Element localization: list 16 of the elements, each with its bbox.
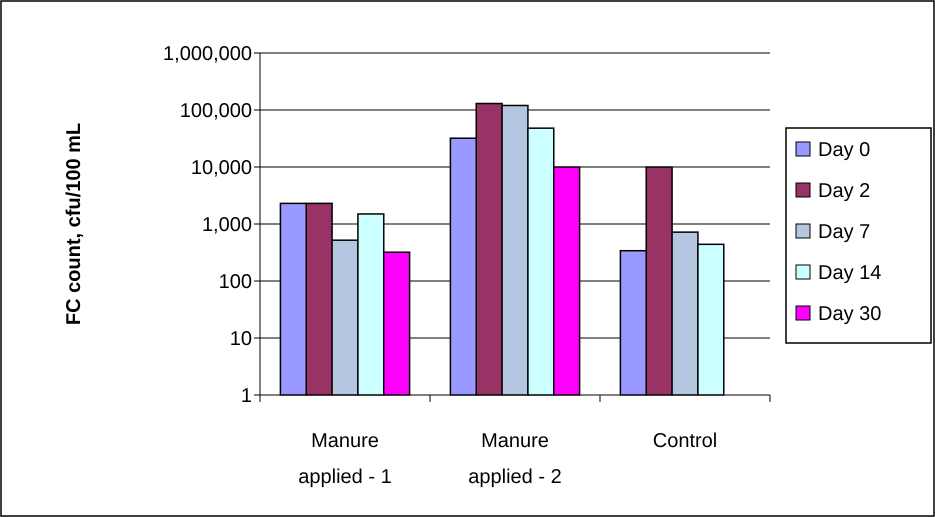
y-tick-label: 1: [240, 385, 252, 407]
legend-label: Day 7: [818, 221, 870, 243]
x-tick-label: Manure applied - 1: [298, 430, 392, 488]
y-axis-title: FC count, cfu/100 mL: [63, 122, 85, 326]
y-tick-label: 10: [230, 328, 252, 350]
y-tick-label: 10,000: [190, 157, 252, 179]
legend-label: Day 14: [818, 262, 882, 284]
legend-label: Day 2: [818, 180, 870, 202]
x-tick-label: Manure applied - 2: [468, 430, 562, 488]
y-tick-label: 1,000: [202, 214, 252, 236]
y-tick-label: 100,000: [180, 100, 252, 122]
y-tick-label: 1,000,000: [163, 43, 252, 65]
legend-label: Day 30: [818, 303, 882, 325]
legend-label: Day 0: [818, 139, 870, 161]
y-tick-label: 100: [218, 271, 252, 293]
x-tick-label: Control: [652, 430, 718, 452]
